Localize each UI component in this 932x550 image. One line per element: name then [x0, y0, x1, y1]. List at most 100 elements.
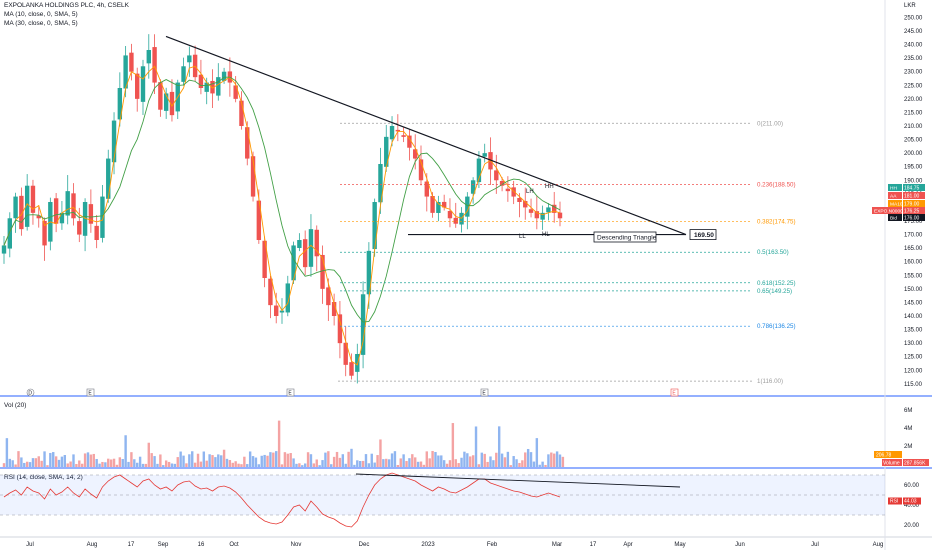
- rsi-tag-label: RSI: [890, 499, 898, 505]
- volume-bar: [445, 463, 449, 467]
- volume-bar: [52, 452, 55, 467]
- volume-tag-a: 206.78: [876, 453, 892, 459]
- volume-bar: [301, 465, 304, 467]
- volume-bar: [266, 455, 269, 467]
- price-tag-value: 184.75: [904, 186, 920, 192]
- price-tick-label: 235.00: [904, 56, 923, 62]
- volume-bar: [547, 454, 550, 467]
- volume-tick-label: 6M: [904, 408, 912, 414]
- fib-level-label: 0.236(188.50): [757, 181, 796, 188]
- candle-body: [245, 127, 250, 159]
- volume-bar: [306, 452, 310, 467]
- volume-bar: [248, 451, 252, 467]
- volume-bar: [246, 464, 249, 467]
- volume-bar: [506, 451, 510, 467]
- candle-body: [505, 188, 511, 192]
- volume-bar: [347, 451, 350, 467]
- rsi-line: [3, 472, 561, 528]
- price-tick-label: 125.00: [904, 355, 923, 361]
- price-tick-label: 200.00: [904, 151, 923, 157]
- volume-bar: [80, 463, 84, 467]
- pattern-label: Descending Triangle: [597, 235, 657, 242]
- volume-bar: [141, 463, 145, 467]
- candle-body: [30, 185, 36, 213]
- x-tick-label: 2023: [421, 542, 435, 548]
- volume-bar: [364, 454, 368, 467]
- price-tag-value-bg: [903, 200, 925, 207]
- candle-body: [250, 156, 256, 197]
- fib-level-label: 0.5(163.50): [757, 249, 789, 256]
- candle-body: [216, 77, 221, 96]
- candle-body: [239, 100, 244, 126]
- volume-bar: [289, 453, 292, 467]
- volume-bar: [40, 460, 43, 467]
- volume-bar: [251, 456, 255, 467]
- volume-bar: [367, 463, 371, 467]
- fib-level-label: 1(116.00): [757, 378, 783, 385]
- candle-body: [285, 283, 290, 313]
- volume-bar: [23, 462, 26, 467]
- volume-bar: [208, 454, 211, 467]
- candle-body: [372, 202, 377, 250]
- price-tick-label: 145.00: [904, 300, 923, 306]
- volume-bar: [402, 454, 405, 467]
- candle-body: [152, 47, 157, 83]
- candle-body: [158, 82, 163, 110]
- volume-bar: [495, 452, 498, 467]
- candle-body: [65, 191, 70, 216]
- volume-bar: [112, 458, 116, 467]
- candle-body: [13, 196, 18, 219]
- candle-body: [540, 212, 545, 220]
- volume-bar: [524, 452, 527, 467]
- price-tick-label: 250.00: [904, 15, 923, 21]
- candle-body: [100, 196, 105, 238]
- volume-bar: [277, 420, 281, 467]
- volume-bar: [330, 464, 333, 467]
- volume-bar: [298, 463, 301, 467]
- volume-bar: [69, 461, 72, 467]
- price-tag-value-bg: [903, 207, 925, 214]
- volume-bar: [321, 460, 324, 467]
- support-tag: 169.50: [694, 232, 714, 239]
- rsi-tag-label-bg: [888, 497, 902, 505]
- volume-bar: [164, 460, 168, 467]
- chart-title: EXPOLANKA HOLDINGS PLC, 4h, CSELK: [4, 2, 129, 9]
- price-tick-label: 215.00: [904, 110, 923, 116]
- candle-body: [482, 153, 487, 157]
- volume-bar: [341, 454, 345, 467]
- volume-bar: [63, 455, 67, 467]
- support-tag-box: [689, 229, 717, 240]
- price-tick-label: 195.00: [904, 165, 923, 171]
- volume-bar: [396, 464, 400, 467]
- volume-bar: [257, 464, 261, 467]
- candle-body: [262, 240, 267, 278]
- candle-body: [418, 159, 424, 181]
- price-tick-label: 205.00: [904, 138, 923, 144]
- candle-body: [308, 229, 314, 267]
- x-tick-label: 16: [198, 542, 205, 548]
- volume-bar: [89, 454, 93, 467]
- volume-bar: [222, 449, 226, 467]
- volume-bar: [286, 453, 289, 467]
- volume-bar: [497, 426, 501, 467]
- candle-body: [169, 91, 175, 116]
- price-tick-label: 175.00: [904, 219, 923, 225]
- volume-bar: [20, 457, 23, 467]
- volume-bar: [46, 465, 49, 467]
- volume-bar: [471, 455, 475, 467]
- candle-body: [268, 278, 273, 306]
- candle-body: [204, 82, 209, 92]
- price-tick-label: 245.00: [904, 29, 923, 35]
- volume-bar: [104, 462, 107, 467]
- price-tick-label: 135.00: [904, 328, 923, 334]
- ma10-legend: MA (10, close, 0, SMA, 5): [4, 11, 78, 18]
- volume-bar: [205, 460, 208, 467]
- volume-bar: [196, 453, 200, 467]
- candle-body: [517, 198, 522, 202]
- fib-level-label: 0.786(136.25): [757, 323, 796, 330]
- price-tag-label-bg: [872, 207, 902, 214]
- volume-bar: [425, 451, 428, 467]
- volume-bar: [191, 451, 194, 467]
- volume-bar: [480, 452, 484, 467]
